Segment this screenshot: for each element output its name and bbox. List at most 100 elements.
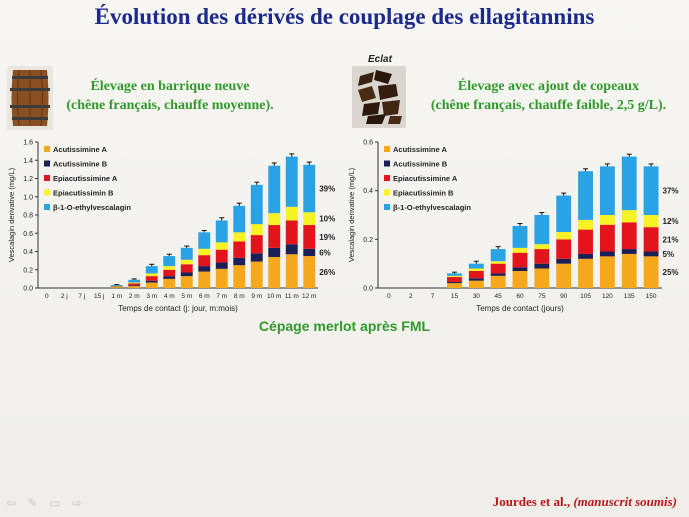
bar-segment [578, 171, 593, 220]
bar-segment [578, 229, 593, 254]
bar-segment [599, 251, 615, 257]
y-tick-label: 1.2 [23, 176, 33, 183]
x-tick-label: 4 m [164, 293, 175, 300]
bar-segment [180, 276, 193, 288]
bar-segment [468, 278, 484, 281]
bar-segment [233, 205, 246, 233]
bar-segment [110, 287, 123, 288]
bar-segment [128, 285, 141, 287]
bar-segment [512, 252, 528, 268]
bar-segment [512, 247, 528, 253]
legend-label: β-1-O-ethylvescalagin [393, 203, 471, 212]
bar-segment [215, 268, 228, 288]
slide-nav-controls[interactable]: ⇦ ✎ ▭ ⇨ [6, 496, 90, 510]
bar-segment [250, 253, 263, 262]
bar-segment [621, 222, 637, 250]
eclat-label: Eclat [368, 54, 392, 65]
bar-segment [198, 255, 211, 267]
bar-segment [512, 267, 528, 271]
chart-caption: Cépage merlot après FML [258, 318, 431, 334]
bar-segment [145, 282, 158, 288]
bar-segment [556, 232, 572, 240]
legend-label: Acutissimine B [53, 160, 108, 169]
legend-label: Acutissimine A [53, 145, 107, 154]
prev-arrow-icon[interactable]: ⇦ [6, 496, 17, 510]
bar-segment [556, 263, 572, 288]
bar-segment [285, 206, 298, 221]
menu-icon[interactable]: ▭ [48, 496, 61, 510]
bar-segment [468, 268, 484, 271]
x-tick-label: 9 m [251, 293, 262, 300]
x-tick-label: 150 [646, 293, 657, 300]
legend-label: Epiacutissimine A [53, 174, 118, 183]
bar-segment [215, 262, 228, 269]
left-chart: 0.0 0.2 0.4 0.6 0.8 1.0 1.2 1.4 1.6 Vescalagin de… [7, 140, 335, 314]
bar-segment [215, 249, 228, 263]
bar-segment [285, 220, 298, 245]
y-tick-label: 0.8 [23, 213, 33, 220]
bar-segment [534, 249, 550, 264]
percent-label: 21% [663, 235, 679, 244]
bar-segment [110, 285, 123, 287]
bar-segment [599, 256, 615, 288]
bar-segment [303, 225, 316, 249]
citation-authors: Jourdes et al., [492, 494, 574, 509]
bar-segment [233, 257, 246, 266]
y-tick-label: 0.6 [363, 140, 373, 147]
x-tick-label: 7 j [78, 293, 85, 300]
x-tick-label: 0 [387, 293, 391, 300]
bar-segment [163, 266, 176, 270]
bar-segment [468, 270, 484, 279]
citation: Jourdes et al., (manuscrit soumis) [493, 494, 677, 510]
legend-swatch [384, 160, 390, 167]
x-tick-label: 120 [602, 293, 613, 300]
right-subtitle: Élevage avec ajout de copeaux (chêne fra… [416, 77, 681, 115]
left-subtitle-line1: Élevage en barrique neuve [90, 79, 250, 94]
x-tick-label: 2 j [61, 293, 68, 300]
y-tick-label: 0.4 [363, 188, 373, 195]
bar-segment [556, 239, 572, 259]
x-tick-label: 75 [538, 293, 546, 300]
legend-label: Epiacutissimin B [53, 189, 114, 198]
legend-label: Epiacutissimine A [393, 174, 458, 183]
bar-segment [268, 225, 281, 248]
bar-segment [268, 165, 281, 214]
bar-segment [447, 273, 462, 276]
percent-label: 12% [663, 217, 679, 226]
bar-segment [303, 256, 316, 288]
x-tick-label: 2 [409, 293, 413, 300]
bar-segment [534, 244, 550, 250]
x-tick-label: 7 [431, 293, 435, 300]
y-tick-label: 0.0 [23, 286, 33, 293]
bar-segment [233, 232, 246, 242]
legend-label: β-1-O-ethylvescalagin [53, 203, 131, 212]
bar-segment [512, 225, 528, 248]
legend-swatch [44, 160, 50, 167]
x-tick-label: 105 [580, 293, 591, 300]
percent-label: 25% [663, 268, 679, 277]
percent-label: 26% [319, 268, 335, 277]
bar-segment [128, 282, 141, 284]
bar-segment [198, 271, 211, 288]
next-arrow-icon[interactable]: ⇨ [71, 496, 82, 510]
bar-segment [468, 263, 484, 269]
percent-label: 19% [319, 233, 335, 242]
pen-icon[interactable]: ✎ [27, 496, 38, 510]
bar-segment [447, 275, 462, 278]
bar-segment [534, 263, 550, 269]
bar-segment [233, 241, 246, 258]
x-tick-label: 90 [560, 293, 568, 300]
percent-label: 6% [319, 248, 331, 257]
y-tick-label: 0.6 [23, 231, 33, 238]
y-tick-label: 1.4 [23, 158, 33, 165]
bar-segment [556, 258, 572, 264]
bar-segment [285, 156, 298, 207]
bar-segment [447, 277, 462, 282]
bar-segment [163, 278, 176, 288]
bar-segment [490, 249, 506, 262]
x-tick-label: 5 m [181, 293, 192, 300]
y-tick-label: 0.0 [363, 286, 373, 293]
bar-segment [621, 253, 637, 288]
x-tick-label: 8 m [234, 293, 245, 300]
bar-segment [643, 256, 659, 288]
